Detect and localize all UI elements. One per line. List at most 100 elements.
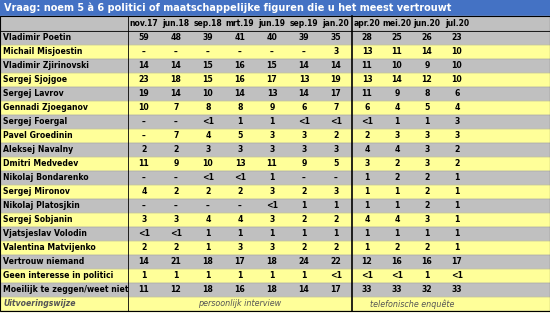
Text: 2: 2 xyxy=(394,160,400,168)
Text: Sergej Sjojgoe: Sergej Sjojgoe xyxy=(3,76,67,85)
Text: 3: 3 xyxy=(301,146,307,155)
Text: 1: 1 xyxy=(237,118,243,127)
Text: telefonische enquête: telefonische enquête xyxy=(370,299,454,309)
Text: 10: 10 xyxy=(202,90,213,99)
Text: 3: 3 xyxy=(425,132,430,141)
Text: 13: 13 xyxy=(267,90,277,99)
Text: 13: 13 xyxy=(235,160,245,168)
Text: 23: 23 xyxy=(452,34,463,43)
Bar xyxy=(0,16,550,311)
Text: 10: 10 xyxy=(452,48,463,57)
Text: 3: 3 xyxy=(238,243,243,252)
Text: 1: 1 xyxy=(454,215,460,224)
Text: –: – xyxy=(174,201,178,210)
Text: 18: 18 xyxy=(267,257,277,266)
Text: 1: 1 xyxy=(364,243,370,252)
Text: 1: 1 xyxy=(424,229,430,238)
Text: 4: 4 xyxy=(205,215,211,224)
Text: 11: 11 xyxy=(362,90,372,99)
Bar xyxy=(0,16,550,31)
Text: 13: 13 xyxy=(362,48,372,57)
Bar xyxy=(0,157,550,171)
Text: –: – xyxy=(206,48,210,57)
Text: 1: 1 xyxy=(301,201,307,210)
Text: nov.17: nov.17 xyxy=(130,19,158,28)
Text: <1: <1 xyxy=(202,173,214,182)
Text: 3: 3 xyxy=(238,146,243,155)
Text: Aleksej Navalny: Aleksej Navalny xyxy=(3,146,73,155)
Text: 2: 2 xyxy=(394,243,400,252)
Text: 17: 17 xyxy=(267,76,277,85)
Text: 2: 2 xyxy=(173,243,179,252)
Text: 17: 17 xyxy=(235,257,245,266)
Text: 1: 1 xyxy=(301,229,307,238)
Text: 10: 10 xyxy=(139,104,150,113)
Text: 13: 13 xyxy=(362,76,372,85)
Text: <1: <1 xyxy=(361,271,373,280)
Text: 28: 28 xyxy=(361,34,372,43)
Text: 10: 10 xyxy=(202,160,213,168)
Text: 18: 18 xyxy=(170,76,182,85)
Text: 1: 1 xyxy=(394,187,400,196)
Text: 14: 14 xyxy=(139,257,150,266)
Bar xyxy=(0,45,550,59)
Text: –: – xyxy=(142,173,146,182)
Text: <1: <1 xyxy=(451,271,463,280)
Text: 11: 11 xyxy=(139,160,150,168)
Text: jan.20: jan.20 xyxy=(323,19,349,28)
Text: –: – xyxy=(142,132,146,141)
Text: 16: 16 xyxy=(422,257,432,266)
Text: Nikolaj Platosjkin: Nikolaj Platosjkin xyxy=(3,201,80,210)
Text: 10: 10 xyxy=(392,62,403,71)
Text: 2: 2 xyxy=(173,187,179,196)
Text: Gennadi Zjoeganov: Gennadi Zjoeganov xyxy=(3,104,88,113)
Text: 39: 39 xyxy=(203,34,213,43)
Text: 21: 21 xyxy=(170,257,182,266)
Text: Nikolaj Bondarenko: Nikolaj Bondarenko xyxy=(3,173,89,182)
Text: 1: 1 xyxy=(237,229,243,238)
Text: 32: 32 xyxy=(422,285,432,294)
Text: 1: 1 xyxy=(454,243,460,252)
Text: 19: 19 xyxy=(139,90,150,99)
Text: 9: 9 xyxy=(301,160,307,168)
Text: 59: 59 xyxy=(139,34,150,43)
Text: 3: 3 xyxy=(270,187,274,196)
Bar xyxy=(0,297,550,311)
Text: –: – xyxy=(142,48,146,57)
Text: 6: 6 xyxy=(454,90,460,99)
Text: 14: 14 xyxy=(170,90,182,99)
Text: <1: <1 xyxy=(391,271,403,280)
Text: 5: 5 xyxy=(333,160,339,168)
Text: 3: 3 xyxy=(270,132,274,141)
Text: <1: <1 xyxy=(330,271,342,280)
Text: 9: 9 xyxy=(270,104,274,113)
Text: 3: 3 xyxy=(205,146,211,155)
Text: 18: 18 xyxy=(202,285,213,294)
Text: 1: 1 xyxy=(454,173,460,182)
Text: –: – xyxy=(142,201,146,210)
Text: jun.20: jun.20 xyxy=(414,19,441,28)
Text: 3: 3 xyxy=(173,215,179,224)
Text: 12: 12 xyxy=(422,76,432,85)
Text: 26: 26 xyxy=(422,34,432,43)
Text: 19: 19 xyxy=(331,76,342,85)
Text: 2: 2 xyxy=(424,201,430,210)
Text: Sergej Foergal: Sergej Foergal xyxy=(3,118,67,127)
Text: Michail Misjoestin: Michail Misjoestin xyxy=(3,48,82,57)
Text: 12: 12 xyxy=(362,257,372,266)
Text: –: – xyxy=(206,201,210,210)
Text: 1: 1 xyxy=(205,271,211,280)
Text: 24: 24 xyxy=(299,257,310,266)
Text: Sergej Mironov: Sergej Mironov xyxy=(3,187,70,196)
Text: 5: 5 xyxy=(237,132,243,141)
Text: 7: 7 xyxy=(333,104,339,113)
Text: 4: 4 xyxy=(237,215,243,224)
Text: 4: 4 xyxy=(394,146,400,155)
Text: 3: 3 xyxy=(425,160,430,168)
Text: 2: 2 xyxy=(333,132,339,141)
Text: 18: 18 xyxy=(202,257,213,266)
Text: 2: 2 xyxy=(394,173,400,182)
Text: 14: 14 xyxy=(139,62,150,71)
Text: <1: <1 xyxy=(330,118,342,127)
Bar xyxy=(0,59,550,73)
